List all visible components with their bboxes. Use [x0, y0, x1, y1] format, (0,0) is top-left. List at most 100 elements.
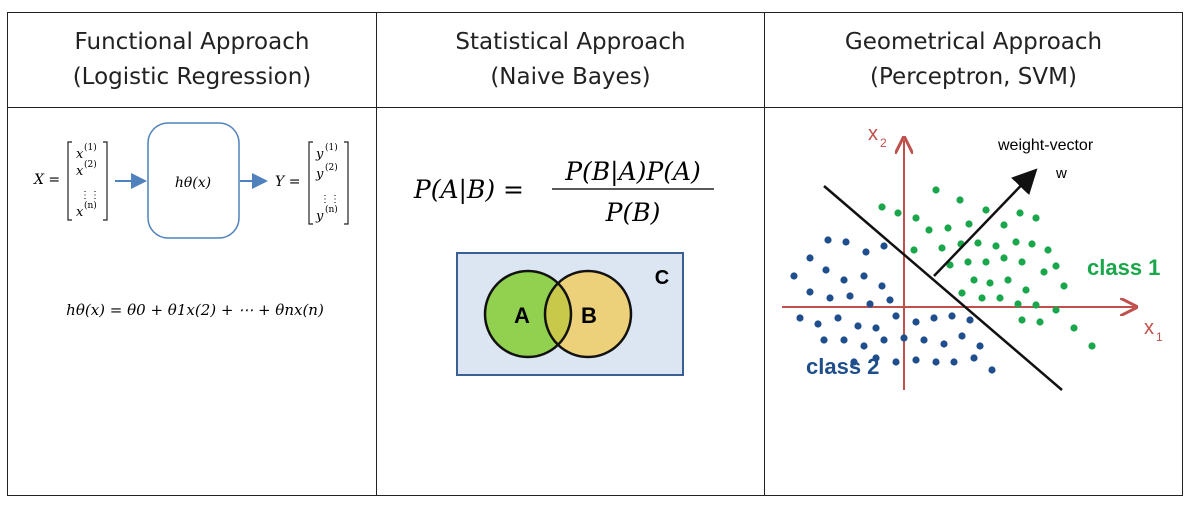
class1-point [1012, 238, 1020, 246]
class2-point [958, 332, 966, 340]
output-entry: y [315, 147, 324, 162]
class2-point [796, 314, 804, 322]
statistical-diagram: P(A|B) = P(B|A)P(A) P(B) C A B [413, 157, 714, 376]
column-title: Geometrical Approach [844, 29, 1103, 55]
header-statistical: Statistical Approach (Naive Bayes) [377, 13, 764, 107]
header-geometrical: Geometrical Approach (Perceptron, SVM) [765, 13, 1182, 107]
class2-point [878, 282, 886, 290]
input-bracket-left [67, 141, 72, 221]
class2-point [872, 354, 880, 362]
class2-point [892, 312, 900, 320]
class2-point [880, 242, 888, 250]
class2-point [988, 366, 996, 374]
class1-point [992, 242, 1000, 250]
class2-point [834, 314, 842, 322]
x-axis-subscript: 1 [1156, 330, 1163, 344]
class2-point [886, 296, 894, 304]
venn-set-b-outline [543, 269, 633, 359]
class2-point [932, 358, 940, 366]
class1-point [964, 258, 972, 266]
class2-point [822, 266, 830, 274]
input-entry: x [76, 164, 84, 179]
class1-point [1018, 316, 1026, 324]
output-entry: y [315, 167, 324, 182]
class2-point [912, 318, 920, 326]
output-superscript: (n) [325, 204, 338, 215]
output-matrix-label: Y = [275, 174, 300, 190]
class2-point [820, 336, 828, 344]
class2-point [976, 342, 984, 350]
class2-point [920, 336, 928, 344]
class1-point [986, 279, 994, 287]
output-superscript: (1) [325, 142, 338, 153]
column-divider [764, 13, 765, 495]
hypothesis-label: hθ(x) [175, 175, 211, 191]
output-superscript: (2) [325, 162, 338, 173]
class1-point [938, 244, 946, 252]
class2-point [842, 238, 850, 246]
class2-point [862, 248, 870, 256]
class1-point [956, 196, 964, 204]
class2-point [790, 272, 798, 280]
class1-point [1018, 258, 1026, 266]
class1-point [944, 224, 952, 232]
class2-point [826, 294, 834, 302]
class1-point [1036, 318, 1044, 326]
class2-label: class 2 [806, 354, 879, 379]
header-divider [8, 107, 1182, 108]
class2-point [824, 236, 832, 244]
hypothesis-box [147, 122, 240, 239]
class2-points [790, 236, 996, 374]
class1-point [912, 214, 920, 222]
input-entry: x [76, 205, 84, 220]
class2-point [872, 324, 880, 332]
header-functional: Functional Approach (Logistic Regression… [8, 13, 376, 107]
class1-point [1052, 262, 1060, 270]
class1-point [1032, 214, 1040, 222]
class2-point [814, 320, 822, 328]
class2-point [900, 334, 908, 342]
hypothesis-equation: hθ(x) = θ0 + θ1x(2) + ⋯ + θnx(n) [66, 301, 324, 319]
column-divider [376, 13, 377, 495]
class1-point [1000, 221, 1008, 229]
output-bracket-right [344, 141, 349, 225]
class1-point [1014, 300, 1022, 308]
class1-point [1044, 246, 1052, 254]
bayes-lhs: P(A|B) = [413, 175, 524, 205]
class1-point [1070, 324, 1078, 332]
class1-point [1088, 342, 1096, 350]
class1-point [1028, 240, 1036, 248]
class2-point [860, 342, 868, 350]
column-subtitle: (Naive Bayes) [490, 64, 651, 90]
class1-point [946, 261, 954, 269]
venn-set-b-label: B [581, 303, 597, 328]
output-entry: ⋮⋮ [320, 194, 340, 205]
class1-point [982, 258, 990, 266]
class1-point [932, 186, 940, 194]
class2-point [850, 358, 858, 366]
class1-point [878, 203, 886, 211]
class2-point [880, 336, 888, 344]
class1-point [1022, 286, 1030, 294]
input-matrix-label: X = [33, 172, 60, 188]
column-title: Functional Approach [74, 29, 310, 55]
class2-point [806, 254, 814, 262]
class1-point [978, 294, 986, 302]
input-superscript: (1) [84, 142, 97, 153]
class1-point [974, 239, 982, 247]
class1-point [996, 294, 1004, 302]
geometrical-diagram: x 2 x 1 weight-vector w class 1 class 2 [782, 123, 1163, 391]
class2-point [950, 358, 958, 366]
input-bracket-right [103, 141, 108, 221]
class2-point [840, 276, 848, 284]
column-title: Statistical Approach [455, 29, 686, 55]
weight-vector-arrow [933, 168, 1038, 277]
class1-point [1004, 276, 1012, 284]
class2-point [866, 300, 874, 308]
functional-diagram: X = x (1) x (2) ⋮⋮ x (n) hθ(x) Y = y (1)… [33, 122, 349, 319]
class1-point [965, 220, 973, 228]
class2-point [860, 272, 868, 280]
class2-point [912, 356, 920, 364]
y-axis-label: x [868, 123, 878, 145]
class2-point [854, 322, 862, 330]
